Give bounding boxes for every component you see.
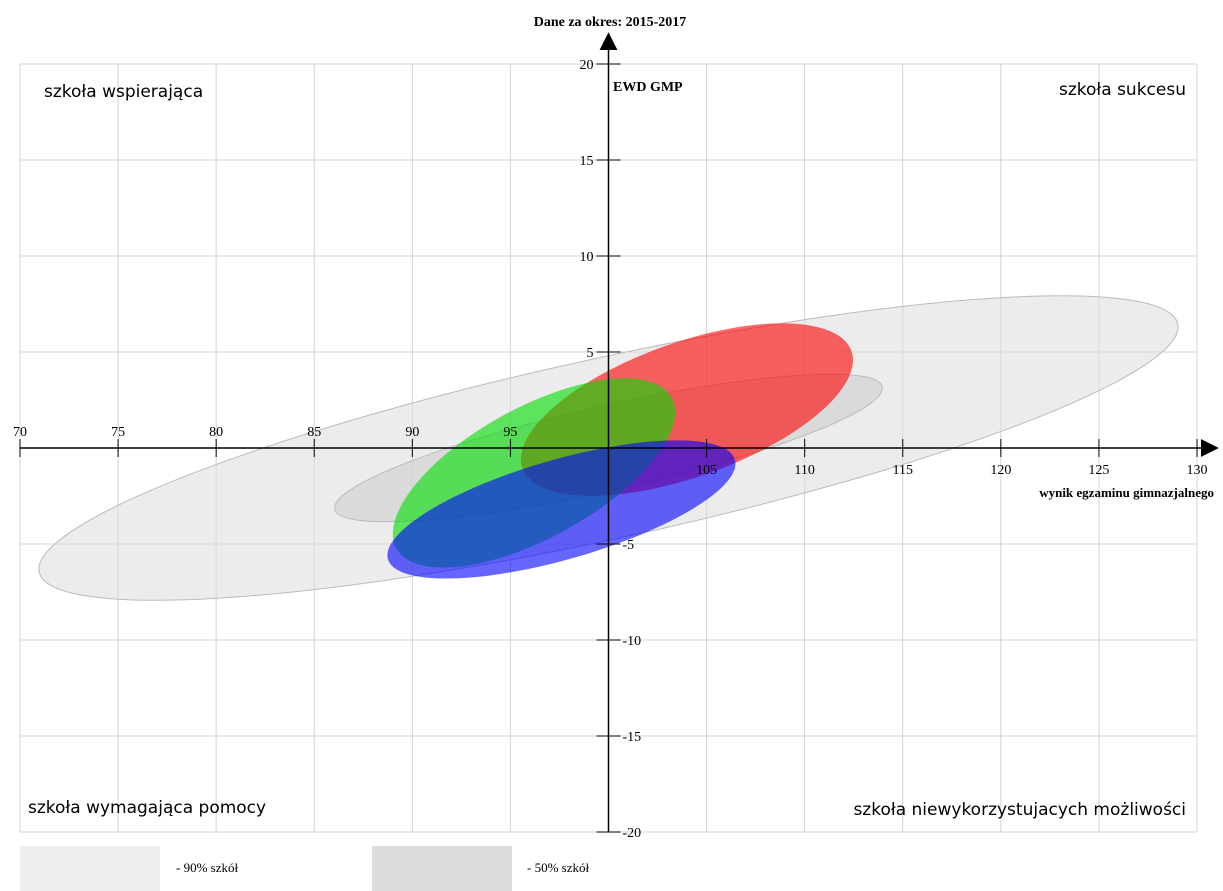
y-tick-label: -20 xyxy=(623,826,642,841)
x-tick-label: 95 xyxy=(503,425,517,440)
x-tick-label: 75 xyxy=(111,425,125,440)
y-tick-label: -5 xyxy=(623,538,635,553)
quadrant-label-bottom-left: szkoła wymagająca pomocy xyxy=(28,798,266,818)
x-tick-label: 115 xyxy=(893,463,913,478)
quadrant-label-top-left: szkoła wspierająca xyxy=(44,82,203,102)
y-tick-label: 10 xyxy=(580,250,594,265)
legend-swatch-50 xyxy=(372,846,512,891)
legend-label-90: - 90% szkół xyxy=(176,860,238,875)
legend: - 90% szkół - 50% szkół xyxy=(20,846,589,891)
x-tick-label: 85 xyxy=(307,425,321,440)
x-tick-label: 110 xyxy=(794,463,814,478)
legend-swatch-90 xyxy=(20,846,160,891)
x-axis-label: wynik egzaminu gimnazjalnego xyxy=(1039,485,1214,500)
school-ellipse-3 xyxy=(387,440,736,579)
y-tick-label: 15 xyxy=(580,154,594,169)
x-tick-label: 90 xyxy=(405,425,419,440)
x-tick-label: 125 xyxy=(1088,463,1109,478)
x-tick-label: 120 xyxy=(990,463,1011,478)
x-tick-label: 105 xyxy=(696,463,717,478)
y-ticks: 20 15 10 5 -5 -10 -15 -20 xyxy=(580,58,642,841)
legend-label-50: - 50% szkół xyxy=(527,860,589,875)
school-ellipses xyxy=(387,323,853,579)
quadrant-label-top-right: szkoła sukcesu xyxy=(1059,80,1186,100)
x-tick-label: 70 xyxy=(13,425,27,440)
y-tick-label: -10 xyxy=(623,634,642,649)
y-tick-label: 5 xyxy=(587,346,594,361)
x-tick-label: 80 xyxy=(209,425,223,440)
quadrant-label-bottom-right: szkoła niewykorzystujacych możliwości xyxy=(853,800,1186,820)
y-tick-label: -15 xyxy=(623,730,642,745)
chart-title: Dane za okres: 2015-2017 xyxy=(534,15,687,30)
y-axis-label: EWD GMP xyxy=(613,80,683,95)
x-ticks: 70 75 80 85 90 95 105 110 115 120 125 130 xyxy=(13,425,1208,478)
y-tick-label: 20 xyxy=(580,58,594,73)
x-tick-label: 130 xyxy=(1187,463,1208,478)
